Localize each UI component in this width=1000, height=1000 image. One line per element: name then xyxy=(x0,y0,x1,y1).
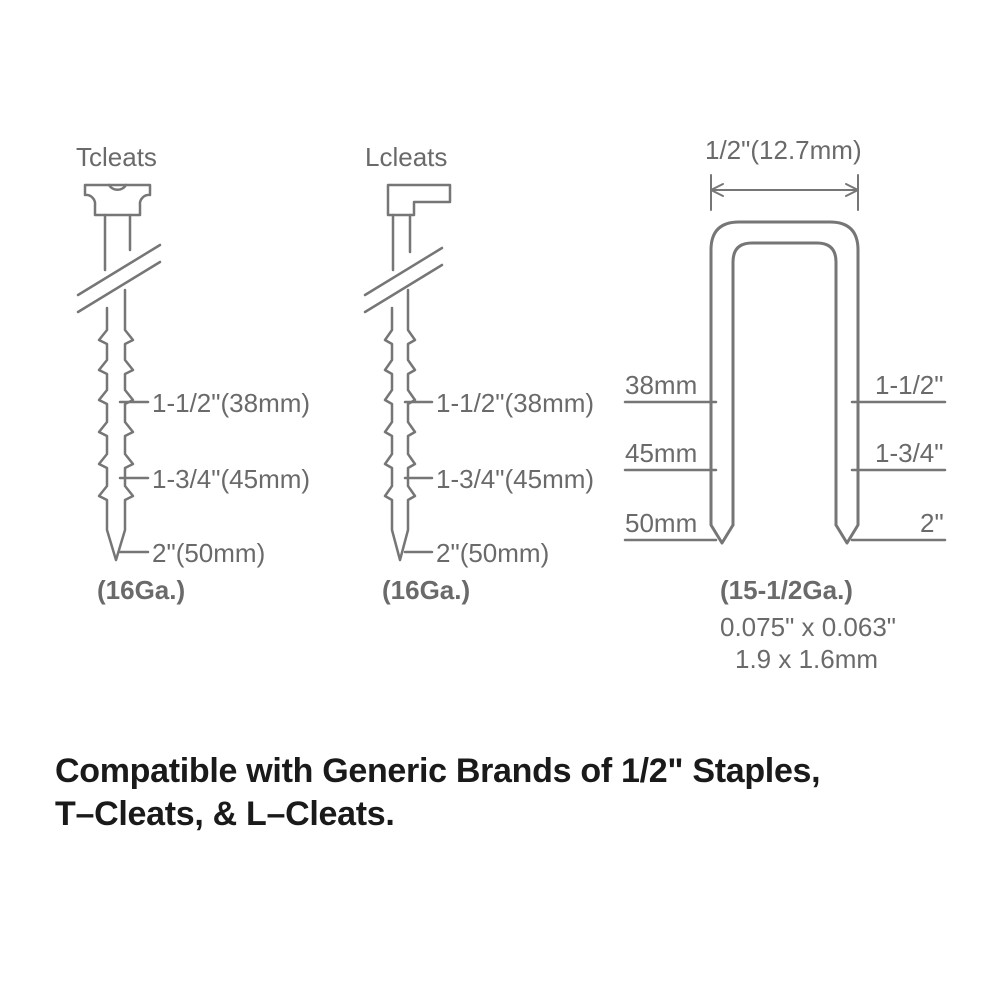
staple-wire-mm: 1.9 x 1.6mm xyxy=(735,644,878,675)
tcleat-title: Tcleats xyxy=(76,142,157,173)
tcleat-size-2: 1-3/4"(45mm) xyxy=(152,464,310,495)
staple-left-1: 38mm xyxy=(625,370,697,401)
staple-right-2: 1-3/4" xyxy=(875,438,944,469)
staple-gauge: (15-1/2Ga.) xyxy=(720,575,853,606)
staple-shape xyxy=(625,175,945,543)
tcleat-shape xyxy=(78,185,160,560)
lcleat-size-1: 1-1/2"(38mm) xyxy=(436,388,594,419)
staple-right-1: 1-1/2" xyxy=(875,370,944,401)
footer-text: Compatible with Generic Brands of 1/2" S… xyxy=(55,750,945,835)
lcleat-size-3: 2"(50mm) xyxy=(436,538,549,569)
staple-left-2: 45mm xyxy=(625,438,697,469)
lcleat-shape xyxy=(365,185,450,560)
staple-left-3: 50mm xyxy=(625,508,697,539)
footer-line-1: Compatible with Generic Brands of 1/2" S… xyxy=(55,752,820,790)
staple-right-3: 2" xyxy=(920,508,944,539)
page: Tcleats 1-1/2"(38mm) 1-3/4"(45mm) 2"(50m… xyxy=(0,0,1000,1000)
lcleat-size-2: 1-3/4"(45mm) xyxy=(436,464,594,495)
lcleat-title: Lcleats xyxy=(365,142,447,173)
footer-line-2: T–Cleats, & L–Cleats. xyxy=(55,795,395,833)
staple-wire-inch: 0.075" x 0.063" xyxy=(720,612,896,643)
staple-width-label: 1/2"(12.7mm) xyxy=(705,135,862,166)
tcleat-size-1: 1-1/2"(38mm) xyxy=(152,388,310,419)
tcleat-size-3: 2"(50mm) xyxy=(152,538,265,569)
tcleat-gauge: (16Ga.) xyxy=(97,575,185,606)
diagram-area: Tcleats 1-1/2"(38mm) 1-3/4"(45mm) 2"(50m… xyxy=(0,130,1000,680)
lcleat-gauge: (16Ga.) xyxy=(382,575,470,606)
